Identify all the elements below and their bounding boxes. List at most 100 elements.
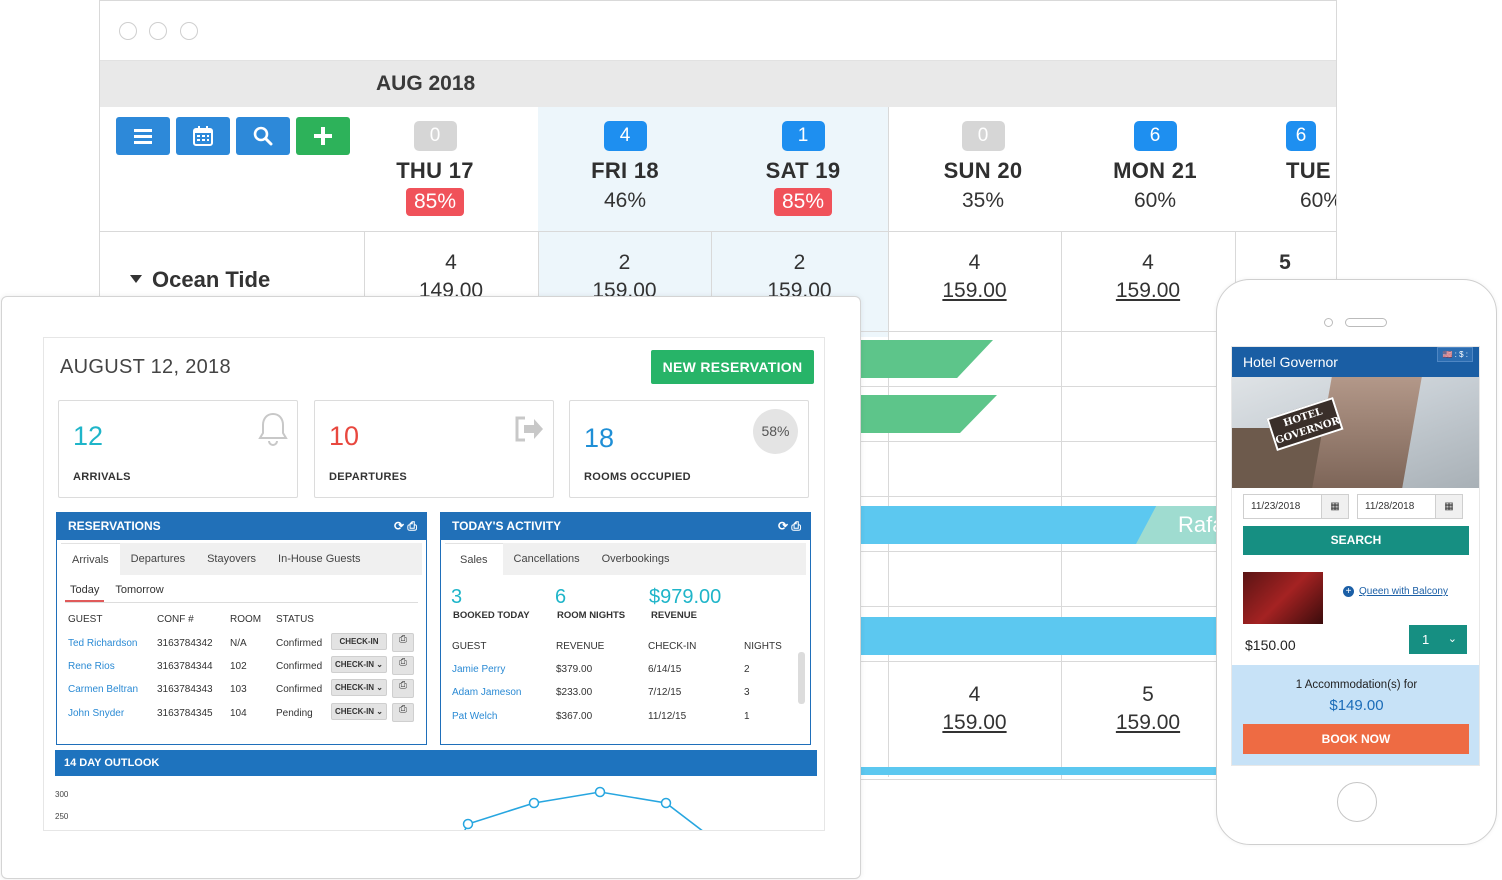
check-in-button[interactable]: CHECK-IN — [331, 633, 387, 650]
conf-number: 3163784343 — [157, 684, 213, 695]
hotel-photo: HOTEL GOVERNOR — [1232, 377, 1479, 488]
grid-divider — [100, 231, 1336, 232]
grid-line — [364, 231, 365, 331]
book-now-button[interactable]: BOOK NOW — [1243, 724, 1469, 754]
room-name-link[interactable]: + Queen with Balcony — [1343, 586, 1448, 597]
window-maximize-dot[interactable] — [180, 22, 198, 40]
tab-in-house-guests[interactable]: In-House Guests — [278, 553, 361, 565]
rooms-occupied-label: ROOMS OCCUPIED — [584, 471, 691, 483]
tab-departures[interactable]: Departures — [130, 553, 186, 565]
add-button[interactable] — [296, 117, 350, 155]
reservation-bar[interactable] — [860, 395, 997, 433]
print-icon[interactable]: ⎙ — [392, 679, 414, 698]
print-icon[interactable]: ⎙ — [392, 703, 414, 722]
day-name: TUE — [1286, 158, 1331, 183]
room-thumbnail[interactable] — [1243, 572, 1323, 624]
departures-card[interactable]: 10 DEPARTURES — [314, 400, 554, 498]
camera — [1324, 318, 1333, 327]
window-close-dot[interactable] — [119, 22, 137, 40]
quantity-select[interactable]: 1 ⌄ — [1409, 625, 1467, 654]
checkin-date-input[interactable]: 11/23/2018 ▦ — [1243, 494, 1349, 519]
rate-price: 159.00 — [1115, 279, 1181, 302]
rate-cell[interactable]: 5 159.00 — [1061, 683, 1235, 735]
tab-cancellations[interactable]: Cancellations — [513, 553, 580, 565]
guest-link[interactable]: Adam Jameson — [452, 687, 522, 698]
revenue-value: $367.00 — [556, 711, 593, 722]
day-header[interactable]: 0 THU 17 85% — [364, 107, 506, 231]
locale-toolbar[interactable]: 🇺🇸 : $ : — [1437, 347, 1473, 362]
room-number: 103 — [230, 684, 247, 695]
checkin-date: 7/12/15 — [648, 687, 682, 698]
reservation-bar[interactable] — [860, 767, 1336, 775]
guest-link[interactable]: Ted Richardson — [68, 638, 138, 649]
grid-line — [888, 107, 889, 777]
room-type-toggle[interactable]: Ocean Tide — [130, 267, 270, 293]
phone-frame: Hotel Governor 🇺🇸 : $ : HOTEL GOVERNOR 1… — [1216, 279, 1497, 845]
guest-link[interactable]: Jamie Perry — [452, 664, 506, 675]
grid-line — [860, 606, 1336, 607]
rate-cell[interactable]: 5 — [1235, 251, 1335, 275]
check-in-button[interactable]: CHECK-IN ⌄ — [331, 656, 387, 673]
rate-cell[interactable]: 4 159.00 — [888, 683, 1061, 735]
conf-number: 3163784345 — [157, 708, 213, 719]
calendar-icon[interactable]: ▦ — [1321, 495, 1348, 518]
status-text: Confirmed — [276, 661, 323, 672]
day-header[interactable]: 0 SUN 20 35% — [912, 107, 1054, 231]
tab-sales[interactable]: Sales — [445, 543, 503, 575]
rate-cell[interactable]: 4 159.00 — [888, 251, 1061, 303]
refresh-icon[interactable]: ⟳ — [393, 519, 405, 533]
day-header[interactable]: 4 FRI 18 46% — [552, 107, 698, 231]
avail-count: 4 — [968, 683, 981, 706]
search-button[interactable] — [236, 117, 290, 155]
day-header[interactable]: 1 SAT 19 85% — [731, 107, 875, 231]
checkout-date-input[interactable]: 11/28/2018 ▦ — [1357, 494, 1463, 519]
day-header[interactable]: 6 TUE 60% — [1286, 107, 1336, 231]
rate-cell[interactable]: 4 159.00 — [1061, 251, 1235, 303]
arrivals-count: 12 — [73, 421, 104, 451]
day-name: FRI 18 — [591, 158, 659, 183]
room-number: N/A — [230, 638, 247, 649]
reservation-bar[interactable] — [860, 506, 1180, 544]
tab-arrivals[interactable]: Arrivals — [61, 543, 120, 575]
outlook-chart — [462, 786, 703, 830]
menu-button[interactable] — [116, 117, 170, 155]
subtab-today[interactable]: Today — [65, 579, 105, 602]
arrivals-card[interactable]: 12 ARRIVALS — [58, 400, 298, 498]
print-icon[interactable]: ⎙ — [392, 656, 414, 675]
calendar-icon[interactable]: ▦ — [1435, 495, 1462, 518]
subtab-tomorrow[interactable]: Tomorrow — [115, 584, 164, 596]
refresh-icon[interactable]: ⟳ — [777, 519, 789, 533]
tab-stayovers[interactable]: Stayovers — [207, 553, 257, 565]
day-header[interactable]: 6 MON 21 60% — [1084, 107, 1226, 231]
grid-line — [860, 496, 1336, 497]
calendar-button[interactable] — [176, 117, 230, 155]
home-button[interactable] — [1337, 782, 1377, 822]
rooms-occupied-card[interactable]: 18 ROOMS OCCUPIED 58% — [569, 400, 809, 498]
col-header-guest: GUEST — [452, 641, 487, 652]
guest-link[interactable]: Carmen Beltran — [68, 684, 139, 695]
reservation-bar[interactable] — [860, 340, 993, 378]
check-in-button[interactable]: CHECK-IN ⌄ — [331, 679, 387, 696]
status-text: Confirmed — [276, 684, 323, 695]
print-icon[interactable]: ⎙ — [407, 519, 417, 533]
occupancy-circle: 58% — [753, 409, 798, 454]
new-reservation-button[interactable]: NEW RESERVATION — [651, 350, 814, 384]
rate-price: 159.00 — [1115, 711, 1181, 734]
grid-line — [1061, 231, 1062, 779]
day-name: MON 21 — [1113, 158, 1197, 183]
guest-link[interactable]: Pat Welch — [452, 711, 498, 722]
window-minimize-dot[interactable] — [149, 22, 167, 40]
guest-link[interactable]: Rene Rios — [68, 661, 115, 672]
print-icon[interactable]: ⎙ — [791, 519, 801, 533]
tab-overbookings[interactable]: Overbookings — [601, 553, 670, 565]
search-button[interactable]: SEARCH — [1243, 526, 1469, 555]
scrollbar[interactable] — [798, 652, 805, 704]
guest-link[interactable]: John Snyder — [68, 708, 125, 719]
outlook-line — [464, 791, 703, 830]
day-name: THU 17 — [396, 158, 474, 183]
nights-value: 2 — [744, 664, 750, 675]
col-header-checkin: CHECK-IN — [648, 641, 697, 652]
speaker — [1345, 318, 1387, 327]
print-icon[interactable]: ⎙ — [392, 633, 414, 652]
check-in-button[interactable]: CHECK-IN ⌄ — [331, 703, 387, 720]
